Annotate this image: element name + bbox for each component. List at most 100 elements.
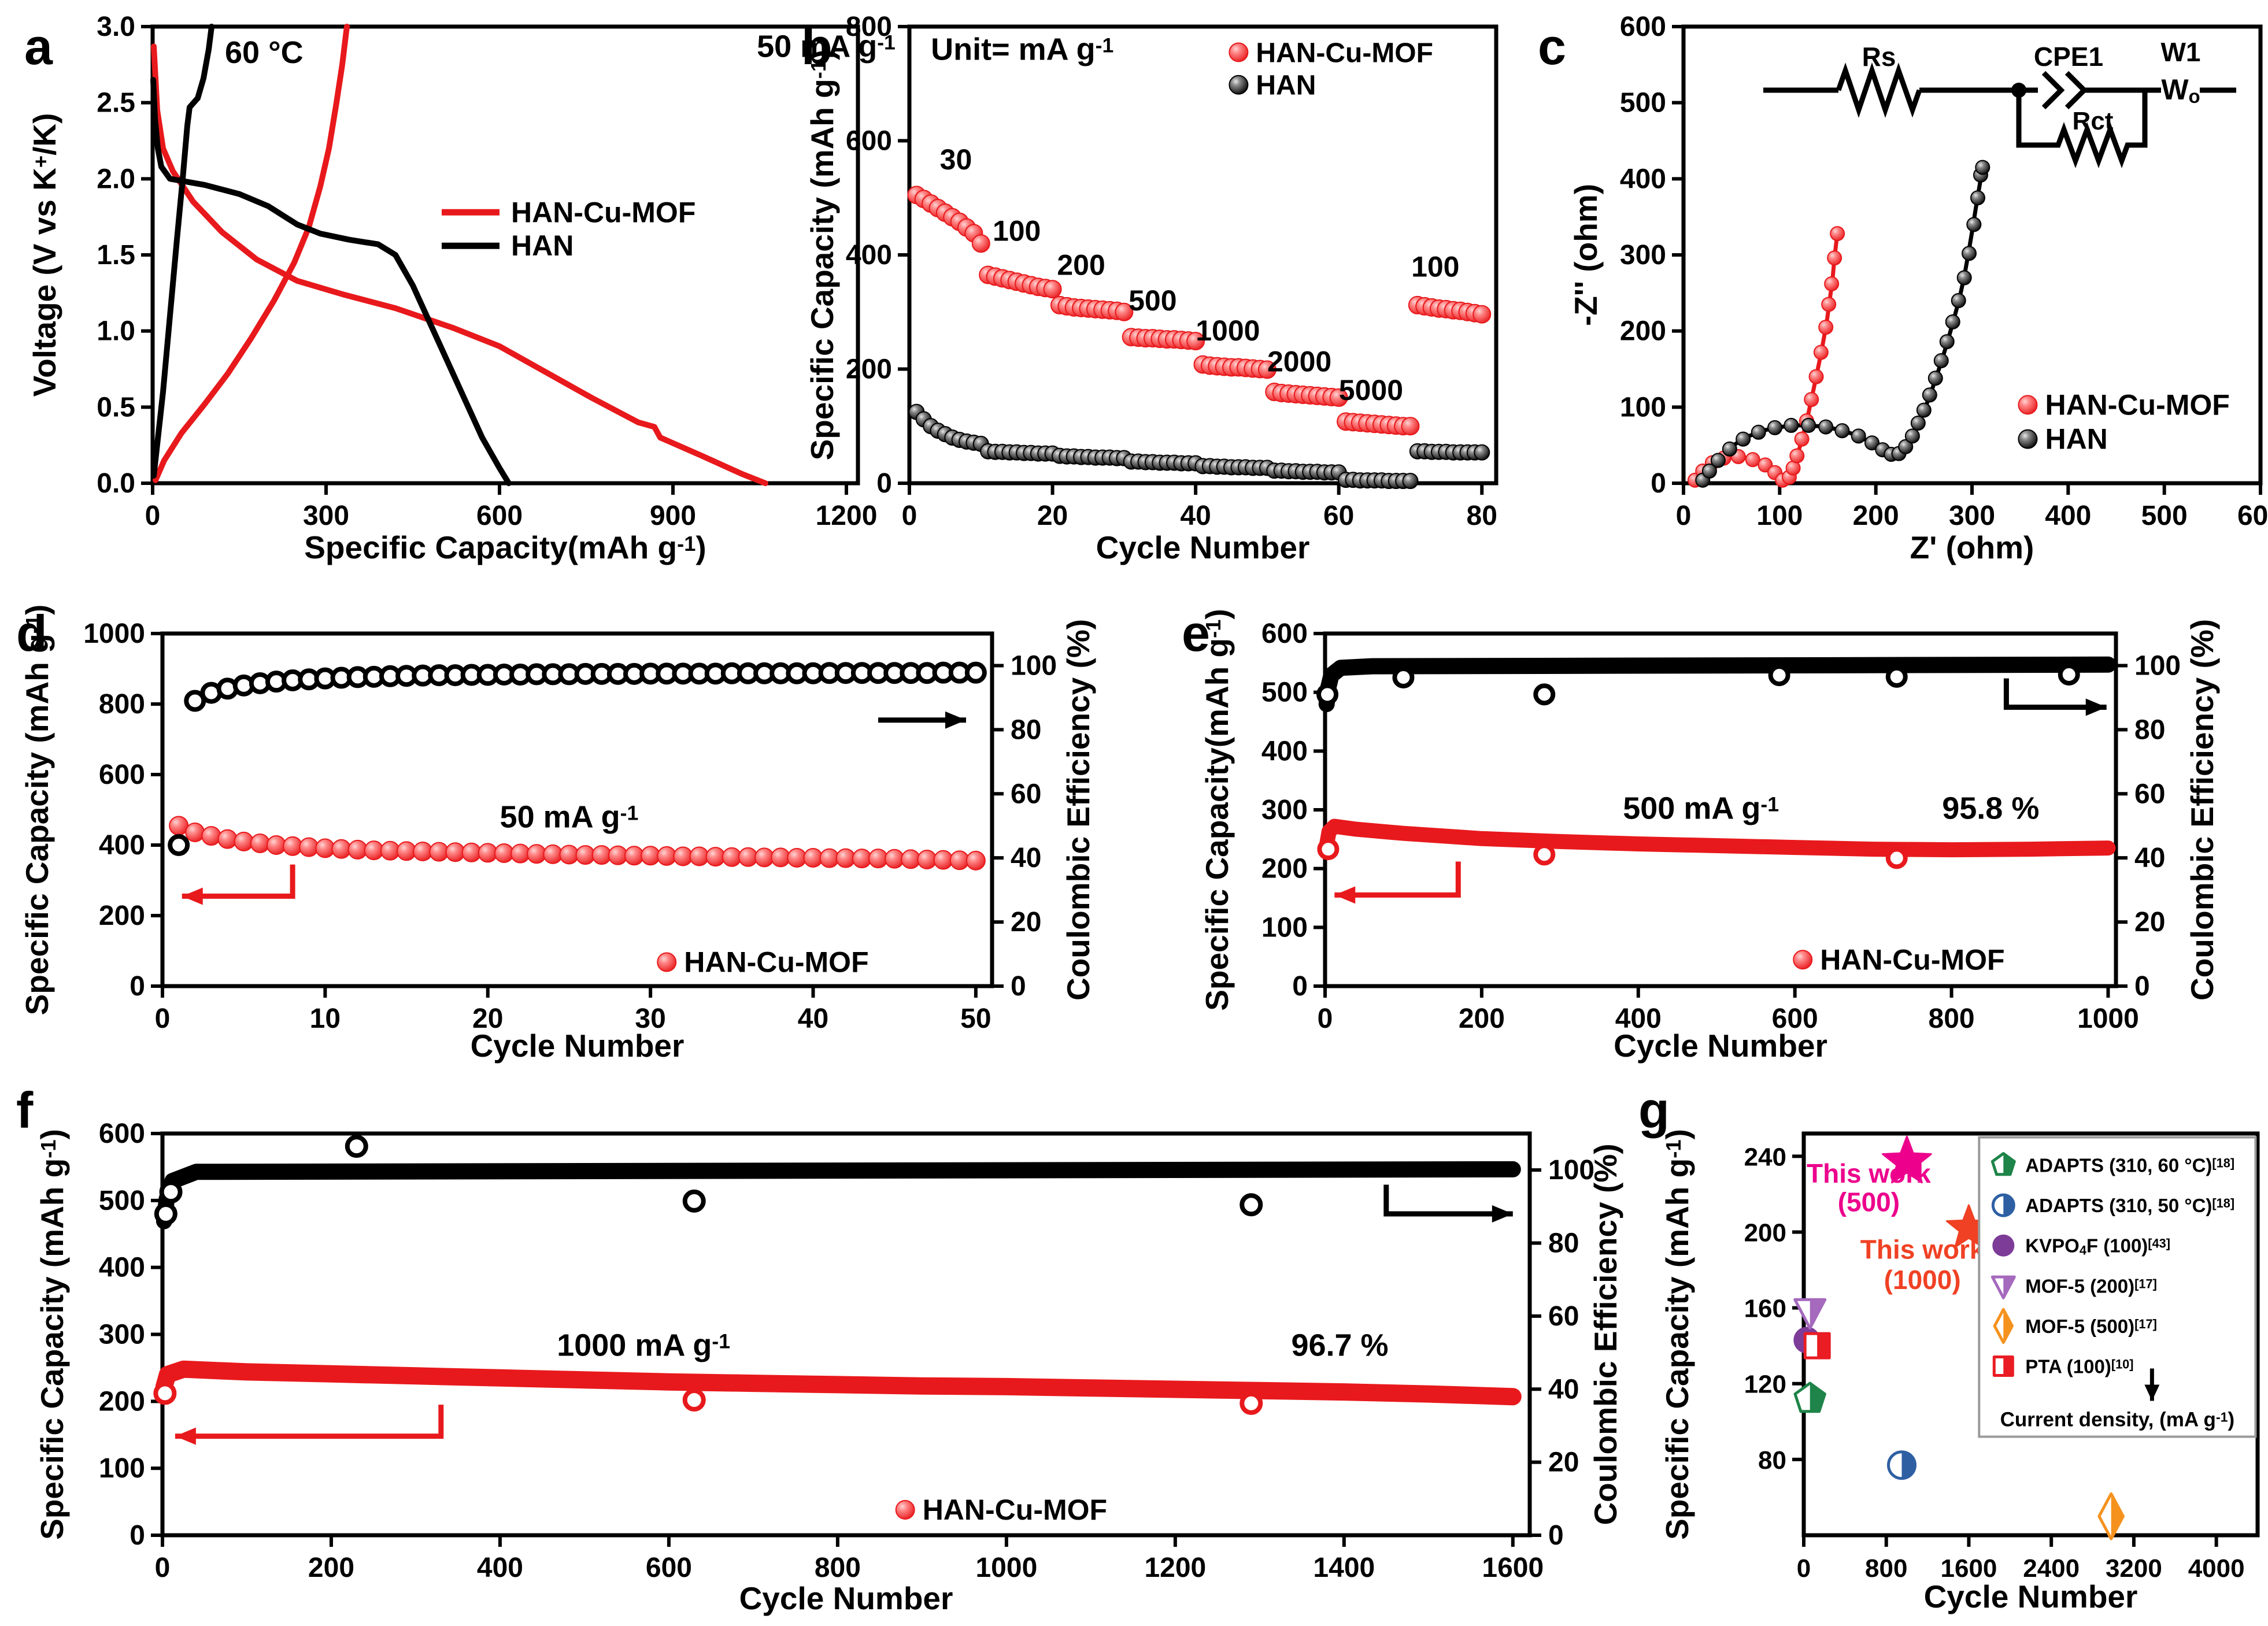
sphere-marker <box>234 831 254 851</box>
series-han-charge <box>151 24 214 479</box>
sphere-marker <box>1043 280 1062 299</box>
sphere-marker <box>299 837 319 857</box>
sphere-marker <box>971 234 990 253</box>
sphere-marker <box>1951 293 1966 308</box>
panel-d-chart: 0 10 20 30 40 50 0 200 400 600 800 1000 0 20 40 60 80 100… <box>16 605 1096 1064</box>
sphere-marker <box>185 823 205 843</box>
sphere-marker <box>1329 388 1348 407</box>
circuit-label-rct: Rct <box>2073 107 2114 135</box>
x-tick-label: 1400 <box>1313 1553 1375 1583</box>
panel-c-chart: 0 100 200 300 400 500 600 0 100 200 300 400 500 600 Z'… <box>1538 12 2268 565</box>
y-tick-label: 500 <box>1261 677 1308 708</box>
legend-label: HAN <box>2045 423 2107 455</box>
legend-dot-marker <box>1793 950 1813 970</box>
series-han-cu-mof-capacity <box>155 1360 1522 1406</box>
sphere-marker <box>1472 305 1492 324</box>
annotation-text: This work <box>1860 1234 1985 1264</box>
open-marker <box>1392 666 1415 688</box>
series-pta-100- <box>1803 1332 1831 1360</box>
sphere-marker <box>1474 444 1490 461</box>
open-marker <box>184 690 206 712</box>
series-han-cu-mof <box>1687 226 1845 488</box>
plot-frame <box>160 631 994 988</box>
legend-entry-label: ADAPTS (310, 60 °C)[18] <box>2025 1155 2234 1176</box>
annotation-text: 50 mA g-1 <box>500 800 639 835</box>
series-this-work-500- <box>1882 1135 1932 1184</box>
sphere-marker <box>201 826 221 846</box>
x-tick-label: 400 <box>2045 501 2091 531</box>
open-marker <box>1885 847 1908 869</box>
y2-tick-label: 40 <box>2134 843 2165 873</box>
y2-tick-label: 40 <box>1011 843 1041 873</box>
x-axis-label: Cycle Number <box>1924 1579 2138 1614</box>
y-tick-label: 500 <box>99 1186 145 1216</box>
y2-tick-label: 0 <box>2134 971 2150 1002</box>
sphere-marker <box>1402 473 1419 490</box>
legend-entry-label: ADAPTS (310, 50 °C)[18] <box>2025 1195 2234 1216</box>
y-tick-label: 160 <box>1744 1295 1786 1323</box>
y-tick-label: 3.0 <box>97 12 135 42</box>
x-tick-label: 0 <box>1676 501 1692 531</box>
sphere-marker <box>1789 448 1805 464</box>
sphere-marker <box>266 835 286 855</box>
y-tick-label: 300 <box>99 1320 145 1350</box>
y-tick-label: 0.5 <box>97 392 135 423</box>
series-capacity-outliers <box>153 1381 1263 1415</box>
y-tick-label: 1000 <box>83 618 145 649</box>
x-axis-label: Specific Capacity(mAh g-1) <box>304 529 706 565</box>
panel-letter-d: d <box>16 605 47 662</box>
y2-tick-label: 0 <box>1011 971 1026 1002</box>
x-tick-label: 50 <box>960 1003 991 1034</box>
square-marker <box>1803 1332 1831 1360</box>
sphere-marker <box>283 836 303 856</box>
y-tick-label: 2.5 <box>97 88 135 118</box>
sphere-marker <box>1966 217 1982 232</box>
legend-dot-marker <box>657 952 677 972</box>
y2-tick-label: 20 <box>2134 907 2165 938</box>
sphere-marker <box>1722 441 1737 457</box>
y2-axis-label: Coulombic Efficiency (%) <box>2184 619 2220 1001</box>
x-tick-label: 600 <box>646 1553 692 1583</box>
x-tick-label: 80 <box>1467 501 1497 531</box>
y2-tick-label: 100 <box>1548 1155 1594 1186</box>
legend-label: HAN <box>1256 71 1316 101</box>
sphere-marker <box>1745 452 1760 468</box>
series-capacity-outliers <box>1317 838 1908 869</box>
y-tick-label: 0 <box>130 1520 145 1551</box>
series-coulombic-efficiency <box>168 661 987 856</box>
y-tick-label: 200 <box>99 901 145 931</box>
series-coulombic-efficiency <box>156 1161 1521 1229</box>
sphere-marker <box>1710 453 1726 468</box>
y2-tick-label: 20 <box>1548 1447 1579 1478</box>
x-axis-label: Cycle Number <box>1614 1028 1827 1064</box>
y-tick-label: 400 <box>1261 736 1308 766</box>
legend-entry-label: PTA (100)[10] <box>2025 1356 2133 1377</box>
legend-label: HAN-Cu-MOF <box>684 946 868 979</box>
y2-tick-label: 60 <box>1011 779 1041 809</box>
legend-dot-marker <box>1229 75 1249 95</box>
y2-tick-label: 60 <box>1548 1301 1579 1332</box>
y2-tick-label: 100 <box>1011 650 1057 681</box>
y-axis-label: Specific Capacity (mAh g-1) <box>1659 1129 1695 1540</box>
panel-letter-a: a <box>24 18 53 75</box>
y-tick-label: 600 <box>99 1118 145 1149</box>
legend-label: HAN <box>511 229 574 262</box>
open-marker <box>1533 843 1556 866</box>
sphere-marker <box>1818 320 1834 335</box>
legend-dot-marker <box>2018 429 2038 449</box>
y2-axis-label: Coulombic Efficiency (%) <box>1060 619 1096 1001</box>
y-tick-label: 600 <box>99 760 145 790</box>
sphere-marker <box>1970 190 1985 206</box>
sphere-marker <box>1962 246 1977 261</box>
y-tick-label: 0 <box>1651 468 1666 499</box>
legend-label: HAN-Cu-MOF <box>1256 38 1433 68</box>
y-tick-label: 100 <box>99 1453 145 1484</box>
x-axis-label: Cycle Number <box>471 1028 685 1064</box>
reference-legend: ADAPTS (310, 60 °C)[18] ADAPTS (310, 50 °… <box>1978 1136 2257 1438</box>
legend-dot-marker <box>895 1499 915 1520</box>
sphere-marker <box>1801 417 1816 433</box>
x-tick-label: 600 <box>2237 501 2268 531</box>
annotation-text: 500 mA g-1 <box>1623 791 1779 825</box>
sphere-marker <box>1767 420 1783 435</box>
